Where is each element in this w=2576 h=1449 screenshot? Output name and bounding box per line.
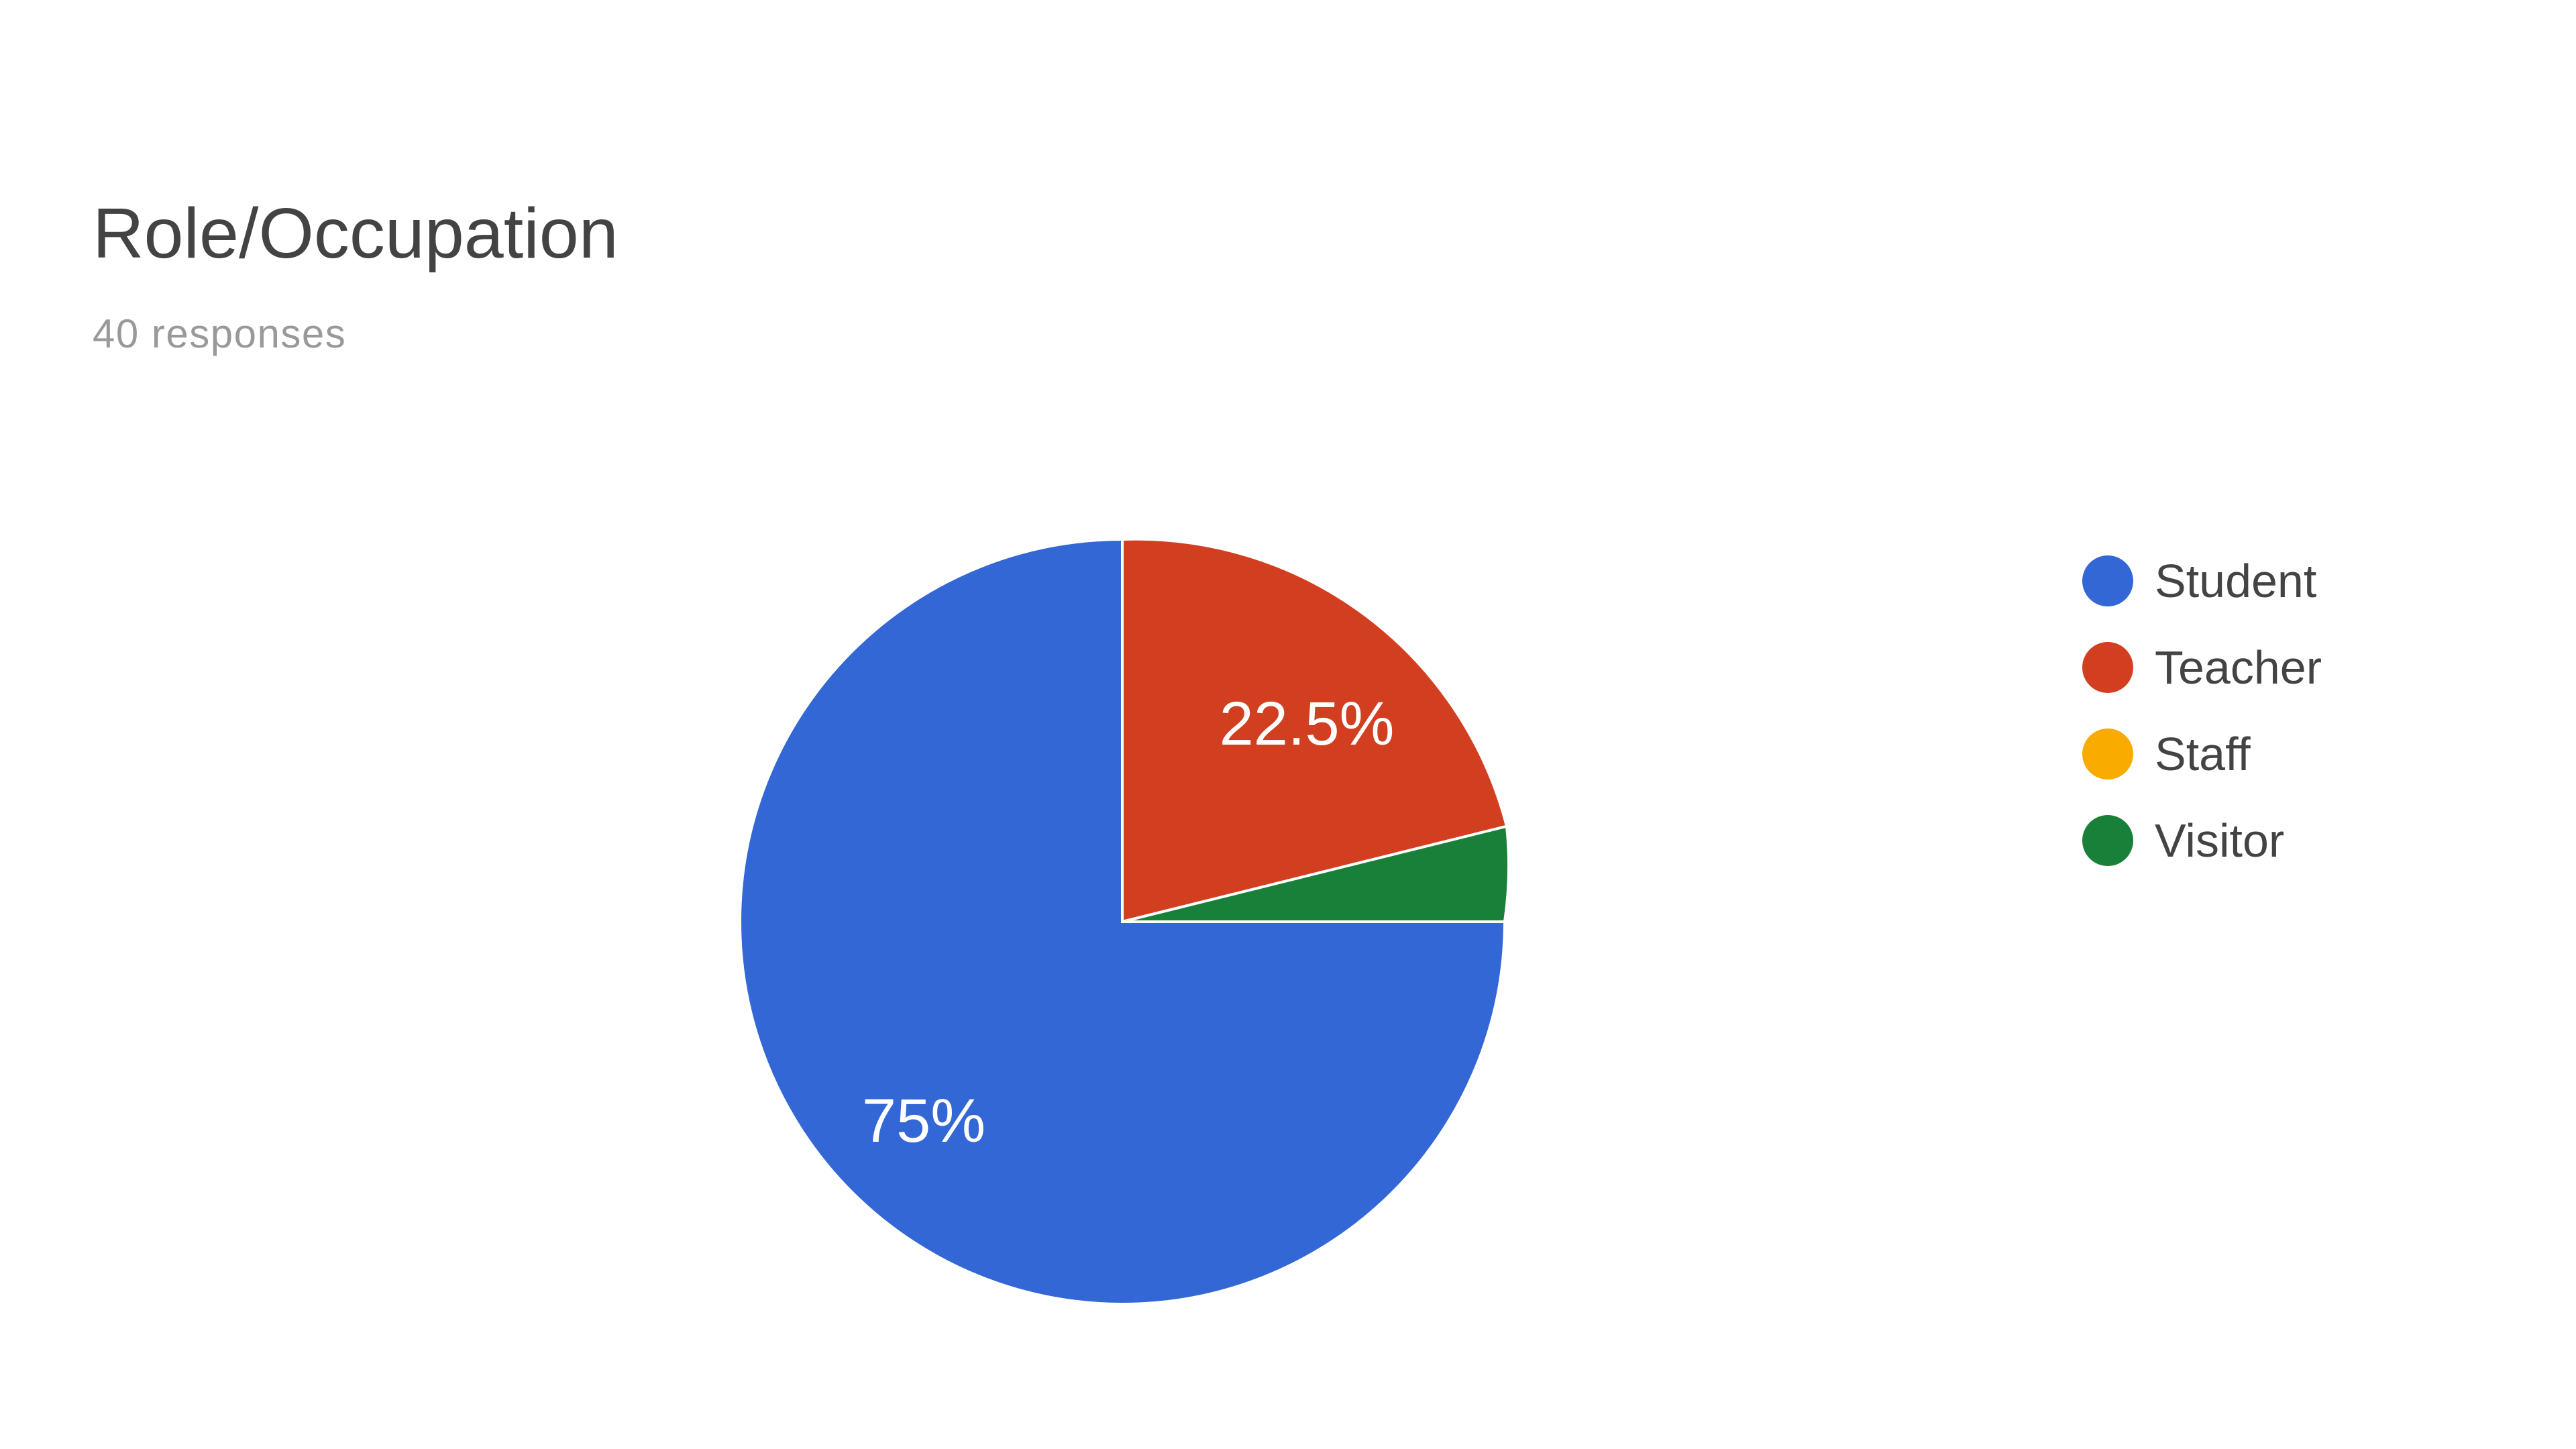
svg-text:22.5%: 22.5% bbox=[1220, 690, 1395, 758]
svg-text:75%: 75% bbox=[862, 1087, 985, 1155]
